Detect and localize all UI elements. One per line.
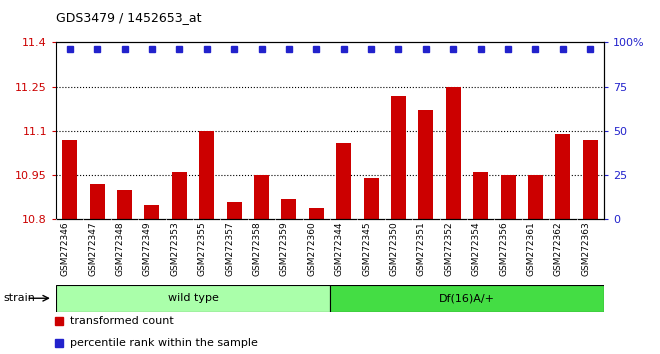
Bar bbox=[528, 175, 543, 219]
Text: GSM272347: GSM272347 bbox=[88, 222, 97, 276]
Bar bbox=[117, 190, 132, 219]
Bar bbox=[330, 285, 604, 312]
Text: GSM272348: GSM272348 bbox=[115, 222, 125, 276]
Text: GSM272351: GSM272351 bbox=[417, 222, 426, 276]
Bar bbox=[364, 178, 379, 219]
Text: Df(16)A/+: Df(16)A/+ bbox=[439, 293, 495, 303]
Text: GSM272356: GSM272356 bbox=[499, 222, 508, 276]
Bar bbox=[473, 172, 488, 219]
Bar bbox=[56, 285, 330, 312]
Text: GSM272363: GSM272363 bbox=[581, 222, 590, 276]
Bar bbox=[62, 140, 77, 219]
Text: wild type: wild type bbox=[168, 293, 218, 303]
Text: GSM272359: GSM272359 bbox=[280, 222, 289, 276]
Text: transformed count: transformed count bbox=[70, 316, 174, 326]
Text: GSM272352: GSM272352 bbox=[444, 222, 453, 276]
Text: GSM272353: GSM272353 bbox=[170, 222, 180, 276]
Bar bbox=[418, 110, 434, 219]
Text: GSM272349: GSM272349 bbox=[143, 222, 152, 276]
Bar bbox=[555, 134, 570, 219]
Text: GSM272344: GSM272344 bbox=[335, 222, 344, 276]
Bar bbox=[172, 172, 187, 219]
Text: GDS3479 / 1452653_at: GDS3479 / 1452653_at bbox=[56, 11, 201, 24]
Bar bbox=[281, 199, 296, 219]
Text: GSM272350: GSM272350 bbox=[389, 222, 399, 276]
Text: GSM272345: GSM272345 bbox=[362, 222, 371, 276]
Bar bbox=[336, 143, 351, 219]
Text: GSM272357: GSM272357 bbox=[225, 222, 234, 276]
Text: GSM272354: GSM272354 bbox=[472, 222, 480, 276]
Bar bbox=[145, 205, 160, 219]
Bar bbox=[90, 184, 105, 219]
Bar bbox=[226, 202, 242, 219]
Text: percentile rank within the sample: percentile rank within the sample bbox=[70, 338, 257, 348]
Bar bbox=[500, 175, 515, 219]
Bar bbox=[583, 140, 598, 219]
Text: GSM272361: GSM272361 bbox=[527, 222, 535, 276]
Text: GSM272346: GSM272346 bbox=[61, 222, 70, 276]
Text: GSM272355: GSM272355 bbox=[198, 222, 207, 276]
Bar bbox=[254, 175, 269, 219]
Bar bbox=[199, 131, 214, 219]
Text: GSM272360: GSM272360 bbox=[308, 222, 316, 276]
Text: GSM272362: GSM272362 bbox=[554, 222, 563, 276]
Bar bbox=[446, 87, 461, 219]
Bar bbox=[391, 96, 406, 219]
Text: strain: strain bbox=[3, 293, 35, 303]
Text: GSM272358: GSM272358 bbox=[253, 222, 261, 276]
Bar bbox=[309, 208, 324, 219]
